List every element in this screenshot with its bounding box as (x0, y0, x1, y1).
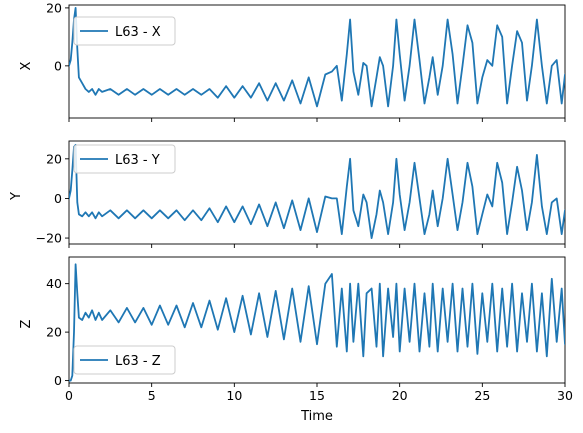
y-axis-label: Z (19, 319, 34, 328)
series-line-x (69, 7, 565, 108)
x-tick-label: 25 (474, 388, 490, 403)
y-tick-label: 0 (54, 373, 62, 388)
legend-box (73, 144, 176, 174)
x-ticks (68, 244, 566, 248)
legend-box (73, 16, 176, 46)
x-tick-label: 5 (148, 388, 156, 403)
y-tick-label: 40 (46, 276, 62, 291)
series-line-z (69, 263, 565, 382)
legend-label: L63 - Y (115, 153, 160, 168)
series-line-y (69, 144, 565, 239)
y-tick-label: 20 (46, 325, 62, 340)
y-tick-label: −20 (36, 231, 62, 246)
legend-box (73, 345, 176, 375)
y-tick-label: 20 (46, 0, 62, 15)
y-tick-label: 20 (46, 151, 62, 166)
x-tick-label: 0 (65, 388, 73, 403)
x-ticks (68, 118, 566, 122)
legend-label: L63 - Z (115, 354, 161, 369)
legend-x: L63 - X (73, 16, 176, 46)
panel-x: 20 0 X L63 - X (19, 0, 566, 122)
x-tick-label: 30 (557, 388, 573, 403)
y-axis-label: X (19, 61, 34, 70)
legend-y: L63 - Y (73, 144, 176, 174)
x-axis-label: Time (300, 409, 333, 424)
panel-z: 0 5 10 15 20 25 30 40 20 0 Z L63 - Z (19, 256, 573, 403)
legend-label: L63 - X (115, 25, 161, 40)
y-ticks: 20 0 −20 (36, 151, 69, 246)
y-ticks: 20 0 (46, 0, 69, 73)
x-tick-label: 15 (309, 388, 325, 403)
x-tick-label: 10 (226, 388, 242, 403)
y-tick-label: 0 (54, 58, 62, 73)
legend-z: L63 - Z (73, 345, 176, 375)
y-tick-label: 0 (54, 191, 62, 206)
panel-y: 20 0 −20 Y L63 - Y (9, 140, 566, 248)
x-ticks: 0 5 10 15 20 25 30 (65, 383, 573, 403)
y-axis-label: Y (9, 192, 24, 201)
x-tick-label: 20 (392, 388, 408, 403)
y-ticks: 40 20 0 (46, 276, 69, 388)
